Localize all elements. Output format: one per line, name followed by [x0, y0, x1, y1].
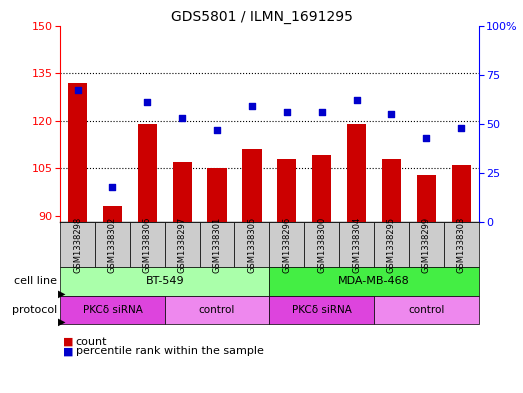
Point — [422, 134, 430, 141]
Text: GSM1338305: GSM1338305 — [247, 217, 256, 273]
Text: BT-549: BT-549 — [145, 276, 184, 286]
Point — [353, 97, 361, 103]
Text: GSM1338297: GSM1338297 — [178, 217, 187, 273]
Bar — [451, 165, 471, 222]
Point — [248, 103, 256, 109]
Bar — [312, 156, 331, 222]
Point — [387, 111, 395, 117]
Text: GDS5801 / ILMN_1691295: GDS5801 / ILMN_1691295 — [170, 10, 353, 24]
Point — [73, 87, 82, 94]
Bar — [277, 159, 297, 222]
Text: ■: ■ — [63, 336, 73, 347]
Bar — [103, 206, 122, 222]
Bar — [173, 162, 192, 222]
Text: protocol: protocol — [12, 305, 57, 315]
Text: GSM1338303: GSM1338303 — [457, 217, 465, 273]
Point — [178, 115, 186, 121]
Bar — [382, 159, 401, 222]
Text: PKCδ siRNA: PKCδ siRNA — [292, 305, 351, 315]
Point — [457, 125, 465, 131]
Text: count: count — [76, 336, 107, 347]
Bar — [347, 124, 366, 222]
Text: control: control — [199, 305, 235, 315]
Bar — [242, 149, 262, 222]
Text: GSM1338298: GSM1338298 — [73, 217, 82, 273]
Text: GSM1338301: GSM1338301 — [212, 217, 222, 273]
Text: MDA-MB-468: MDA-MB-468 — [338, 276, 410, 286]
Text: GSM1338306: GSM1338306 — [143, 217, 152, 273]
Point — [108, 184, 117, 190]
Text: percentile rank within the sample: percentile rank within the sample — [76, 346, 264, 356]
Point — [143, 99, 152, 105]
Text: GSM1338295: GSM1338295 — [387, 217, 396, 273]
Text: GSM1338299: GSM1338299 — [422, 217, 431, 273]
Point — [282, 109, 291, 115]
Text: GSM1338302: GSM1338302 — [108, 217, 117, 273]
Text: PKCδ siRNA: PKCδ siRNA — [83, 305, 142, 315]
Text: GSM1338300: GSM1338300 — [317, 217, 326, 273]
Bar — [68, 83, 87, 222]
Point — [317, 109, 326, 115]
Text: GSM1338304: GSM1338304 — [352, 217, 361, 273]
Text: GSM1338296: GSM1338296 — [282, 217, 291, 273]
Text: ■: ■ — [63, 346, 73, 356]
Bar — [208, 168, 226, 222]
Bar — [417, 174, 436, 222]
Point — [213, 127, 221, 133]
Text: ▶: ▶ — [58, 288, 65, 298]
Bar — [138, 124, 157, 222]
Text: ▶: ▶ — [58, 317, 65, 327]
Text: control: control — [408, 305, 445, 315]
Text: cell line: cell line — [14, 276, 57, 286]
